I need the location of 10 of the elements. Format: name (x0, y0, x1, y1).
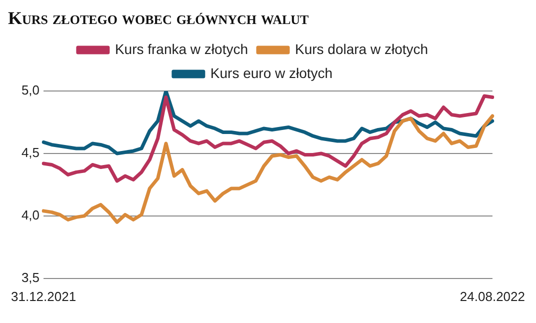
legend-label: Kurs euro w złotych (210, 64, 333, 81)
x-tick-label: 24.08.2022 (460, 288, 526, 304)
y-tick-label: 4,5 (21, 145, 40, 160)
y-tick-label: 4,0 (21, 208, 40, 223)
legend-label: Kurs franka w złotych (114, 40, 248, 57)
y-tick-label: 5,0 (21, 82, 40, 98)
legend-label: Kurs dolara w złotych (294, 40, 428, 57)
x-tick-label: 31.12.2021 (10, 288, 76, 304)
y-tick-label: 3,5 (21, 270, 40, 285)
chart-title: Kurs złotego wobec głównych walut (8, 8, 310, 29)
